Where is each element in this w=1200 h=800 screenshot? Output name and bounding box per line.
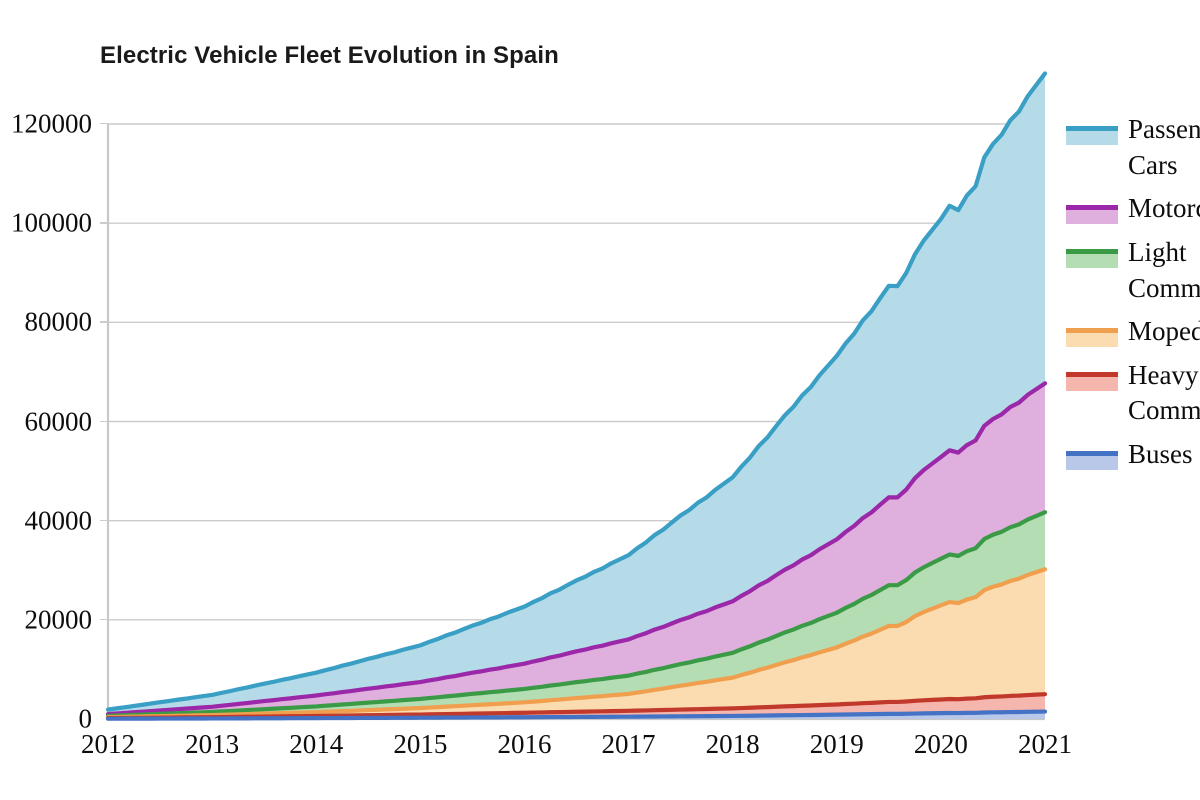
y-tick-mark bbox=[100, 321, 108, 323]
area-boundary-line bbox=[105, 567, 1048, 720]
legend-item-label: Heavy Commercial bbox=[1128, 359, 1200, 426]
x-tick-label: 2020 bbox=[913, 729, 968, 759]
legend-swatch-line bbox=[1066, 371, 1118, 377]
area-boundary-line bbox=[105, 510, 1048, 718]
y-tick-label: 20000 bbox=[24, 604, 93, 635]
legend-item[interactable]: Passenger Cars bbox=[1066, 112, 1200, 183]
legend-swatch-fill bbox=[1066, 373, 1118, 391]
area-band bbox=[108, 711, 1045, 719]
x-tick-label: 2017 bbox=[601, 729, 656, 759]
y-tick-mark bbox=[100, 420, 108, 422]
legend-item-label: Mopeds bbox=[1128, 316, 1200, 347]
legend-swatch-line bbox=[1066, 451, 1118, 456]
x-tick-label: 2012 bbox=[81, 729, 135, 759]
y-tick-label: 100000 bbox=[11, 207, 92, 238]
legend-item-label: Buses bbox=[1128, 439, 1193, 469]
x-tick-label: 2021 bbox=[1018, 729, 1072, 759]
y-tick-label: 40000 bbox=[24, 505, 93, 536]
chart-legend: Passenger Cars Motorcycles Light Commercia… bbox=[1066, 112, 1200, 481]
x-tick-label: 2018 bbox=[705, 729, 760, 759]
page-title: Electric Vehicle Fleet Evolution in Spai… bbox=[100, 42, 559, 69]
legend-color-swatch bbox=[1066, 446, 1118, 470]
legend-color-swatch bbox=[1066, 121, 1118, 145]
y-tick-label: 60000 bbox=[24, 406, 93, 436]
legend-color-swatch bbox=[1066, 367, 1118, 391]
legend-item[interactable]: Heavy Commercial bbox=[1066, 358, 1200, 429]
legend-swatch-fill bbox=[1066, 207, 1118, 225]
y-tick-mark bbox=[100, 123, 108, 125]
y-tick-mark bbox=[100, 222, 108, 224]
area-band bbox=[108, 694, 1045, 719]
legend-swatch-fill bbox=[1066, 453, 1118, 470]
legend-swatch-line bbox=[1066, 328, 1118, 334]
legend-swatch-line bbox=[1066, 205, 1118, 211]
legend-swatch-fill bbox=[1066, 330, 1118, 348]
x-tick-label: 2014 bbox=[289, 729, 344, 759]
legend-item[interactable]: Motorcycles bbox=[1066, 191, 1200, 227]
legend-swatch-line bbox=[1066, 248, 1118, 254]
legend-item-label: Passenger Cars bbox=[1128, 114, 1200, 180]
y-tick-mark bbox=[100, 519, 108, 522]
legend-swatch-line bbox=[1066, 126, 1118, 131]
y-tick-label: 120000 bbox=[11, 108, 92, 139]
y-tick-label: 80000 bbox=[24, 306, 93, 337]
area-boundary-line bbox=[105, 71, 1048, 712]
legend-item-label: Light Commercial bbox=[1128, 236, 1200, 303]
area-boundary-line bbox=[105, 381, 1048, 717]
legend-item[interactable]: Mopeds bbox=[1066, 314, 1200, 350]
legend-color-swatch bbox=[1066, 244, 1118, 268]
area-band bbox=[108, 569, 1045, 719]
legend-item-label: Motorcycles bbox=[1128, 193, 1200, 224]
x-tick-label: 2019 bbox=[809, 729, 864, 759]
x-tick-label: 2016 bbox=[497, 729, 552, 759]
x-tick-label: 2015 bbox=[393, 729, 448, 759]
y-tick-mark bbox=[100, 618, 108, 621]
gridlines bbox=[108, 123, 1045, 621]
legend-item[interactable]: Buses bbox=[1066, 437, 1200, 473]
legend-swatch-fill bbox=[1066, 250, 1118, 268]
y-tick-label: 0 bbox=[78, 703, 93, 734]
legend-color-swatch bbox=[1066, 200, 1118, 225]
legend-swatch-fill bbox=[1066, 128, 1118, 145]
legend-item[interactable]: Light Commercial bbox=[1066, 235, 1200, 306]
legend-color-swatch bbox=[1066, 323, 1118, 348]
area-boundary-line bbox=[105, 709, 1048, 721]
x-tick-label: 2013 bbox=[185, 729, 240, 759]
